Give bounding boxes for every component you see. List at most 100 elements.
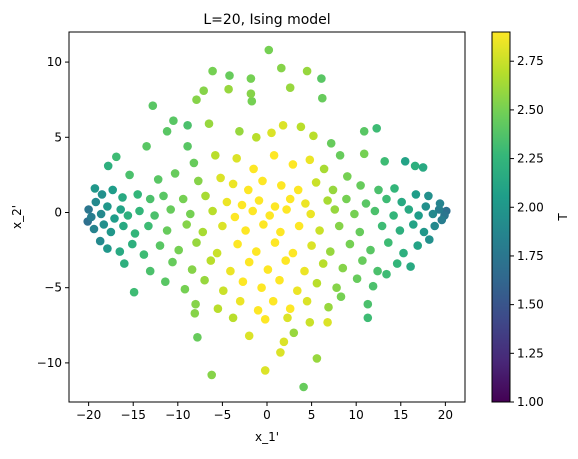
x-tick-label: −20 (76, 408, 101, 422)
data-point (366, 245, 375, 255)
data-point (359, 149, 369, 159)
x-tick-label: 10 (349, 408, 364, 422)
data-point (251, 133, 261, 142)
data-point (265, 211, 275, 220)
data-point (421, 202, 431, 211)
data-point (395, 226, 405, 235)
data-point (200, 275, 209, 285)
data-point (159, 191, 168, 201)
data-point (352, 274, 362, 284)
data-point (258, 176, 267, 186)
data-point (246, 74, 256, 83)
data-point (356, 181, 365, 190)
data-point (372, 124, 382, 133)
data-point (257, 283, 266, 293)
data-point (363, 299, 373, 309)
data-point (238, 277, 248, 287)
data-point (413, 241, 423, 250)
data-point (306, 209, 316, 219)
data-point (260, 366, 270, 375)
data-point (335, 151, 345, 160)
data-point (411, 190, 421, 199)
data-point (330, 205, 340, 214)
data-point (277, 63, 286, 73)
x-tick-label: −10 (165, 408, 190, 422)
data-point (226, 266, 235, 276)
data-point (201, 191, 210, 201)
colorbar-ticks: 1.00 1.25 1.50 1.75 2.00 2.25 2.50 2.75 (510, 54, 544, 409)
x-tick-label: −15 (121, 408, 146, 422)
data-point (135, 206, 144, 216)
data-point (318, 259, 328, 268)
data-point (247, 96, 257, 106)
y-tick-label: 0 (54, 205, 62, 219)
data-point (301, 199, 310, 208)
data-point (106, 227, 116, 237)
data-point (414, 211, 423, 220)
data-point (409, 220, 418, 229)
colorbar-tick-label: 2.50 (517, 103, 544, 117)
data-point (225, 71, 234, 80)
data-point (324, 302, 333, 312)
data-point (187, 265, 197, 274)
data-point (254, 196, 264, 205)
data-point (384, 238, 393, 247)
data-point (285, 304, 295, 314)
data-point (260, 315, 270, 324)
data-point (328, 185, 338, 195)
data-point (332, 283, 341, 293)
data-point (90, 184, 100, 193)
data-point (312, 354, 322, 363)
data-point (119, 221, 128, 231)
data-point (193, 333, 202, 342)
data-point (241, 226, 250, 235)
x-axis: −20 −15 −10 −5 0 5 10 15 20 (76, 402, 453, 422)
points-layer (83, 45, 451, 392)
data-point (326, 247, 335, 256)
data-point (87, 212, 96, 222)
x-tick-label: 5 (308, 408, 316, 422)
data-point (198, 227, 208, 237)
x-tick-label: 20 (438, 408, 453, 422)
data-point (96, 209, 106, 219)
colorbar-label: T (556, 213, 570, 222)
data-point (264, 45, 274, 55)
data-point (279, 337, 289, 347)
data-point (404, 205, 414, 214)
y-tick-label: −10 (37, 356, 62, 370)
data-point (428, 209, 438, 219)
data-point (89, 224, 99, 234)
data-point (285, 83, 295, 92)
data-point (275, 275, 284, 285)
colorbar-tick-label: 2.25 (517, 152, 544, 166)
data-point (285, 194, 295, 204)
data-point (277, 181, 286, 190)
data-point (183, 142, 192, 151)
data-point (232, 154, 241, 163)
data-point (110, 214, 119, 223)
data-point (142, 142, 151, 151)
data-point (293, 185, 303, 195)
data-point (115, 247, 125, 256)
data-point (162, 226, 172, 235)
data-point (355, 227, 365, 237)
data-point (267, 128, 276, 138)
data-point (419, 227, 429, 237)
data-point (123, 211, 133, 220)
data-point (191, 299, 200, 309)
data-point (170, 169, 180, 178)
x-axis-label: x_1' (255, 430, 279, 444)
data-point (296, 122, 306, 132)
data-point (148, 101, 158, 110)
data-point (288, 248, 298, 258)
data-point (382, 269, 391, 279)
data-point (268, 296, 278, 306)
data-point (359, 127, 369, 136)
data-point (278, 121, 288, 130)
data-point (192, 95, 201, 104)
data-point (144, 221, 153, 231)
data-point (288, 160, 298, 169)
data-point (228, 179, 238, 189)
data-point (249, 164, 258, 174)
